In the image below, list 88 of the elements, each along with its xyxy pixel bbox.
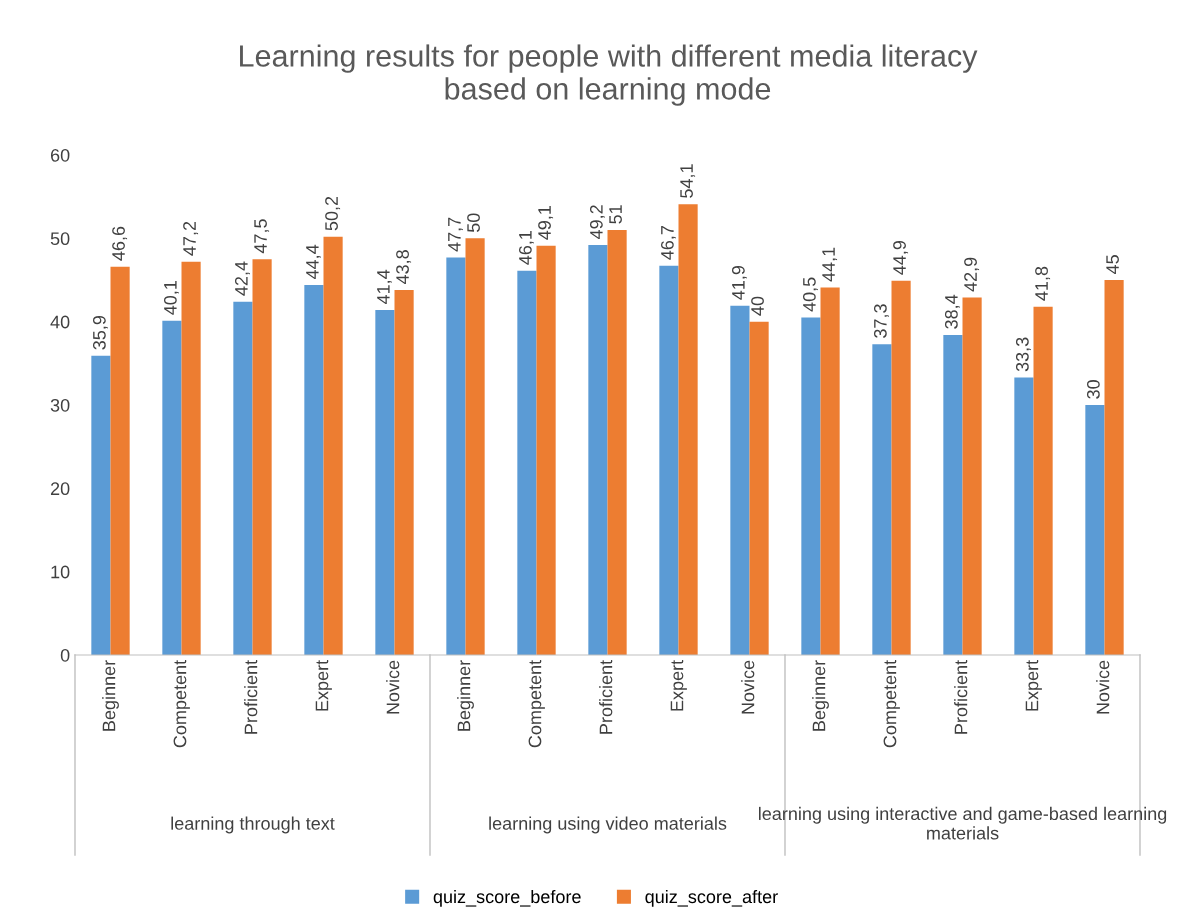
data-label: 40,1 bbox=[163, 281, 179, 315]
y-tick-label: 20 bbox=[50, 482, 70, 496]
bar bbox=[252, 259, 272, 655]
bar bbox=[1014, 377, 1034, 655]
bar bbox=[749, 321, 769, 655]
data-label: 46,6 bbox=[112, 226, 128, 261]
data-label: 40,5 bbox=[802, 277, 818, 312]
bar bbox=[1033, 306, 1053, 655]
bar bbox=[517, 270, 537, 655]
data-label: 41,9 bbox=[731, 265, 747, 300]
bar bbox=[394, 290, 414, 655]
text: learning through text bbox=[171, 816, 335, 834]
data-label: 37,3 bbox=[873, 304, 889, 338]
bar bbox=[465, 238, 485, 655]
x-tick-label: Novice bbox=[741, 660, 755, 714]
x-tick-label: Expert bbox=[315, 659, 332, 711]
bar bbox=[607, 230, 627, 655]
x-tick-label: Competent bbox=[883, 659, 900, 748]
bar bbox=[588, 245, 608, 655]
bar bbox=[1085, 405, 1105, 655]
bar bbox=[304, 285, 324, 655]
bar bbox=[891, 280, 911, 655]
bar bbox=[678, 204, 698, 655]
bar bbox=[801, 317, 821, 655]
x-tick-label: Beginner bbox=[102, 660, 119, 731]
data-label: 35,9 bbox=[92, 315, 108, 350]
y-tick-label: 10 bbox=[51, 565, 70, 579]
data-label: 41,4 bbox=[377, 269, 392, 305]
data-label: 44,9 bbox=[893, 240, 909, 275]
text: learning using interactive and game-based learning materials bbox=[758, 806, 1167, 840]
data-label: 44,4 bbox=[306, 244, 321, 280]
bar bbox=[110, 266, 130, 655]
data-label: 47,2 bbox=[183, 221, 199, 256]
x-tick-label: Novice bbox=[1096, 660, 1110, 714]
y-tick-label: 50 bbox=[50, 232, 70, 246]
x-tick-label: Beginner bbox=[457, 660, 474, 731]
bar bbox=[233, 301, 253, 655]
bar bbox=[536, 245, 556, 655]
bar bbox=[872, 344, 892, 655]
bar bbox=[181, 261, 201, 655]
bar bbox=[446, 257, 466, 655]
data-label: 46,1 bbox=[518, 231, 534, 265]
data-label: 51 bbox=[609, 205, 622, 224]
data-label: 44,1 bbox=[822, 247, 838, 282]
data-label: 41,8 bbox=[1035, 266, 1051, 301]
bar bbox=[943, 335, 963, 655]
data-label: 42,9 bbox=[964, 257, 980, 292]
data-label: 42,4 bbox=[234, 261, 250, 296]
x-tick-label: Proficient bbox=[954, 659, 968, 734]
legend-label: quiz_score_before bbox=[433, 889, 581, 907]
data-label: 47,5 bbox=[254, 219, 270, 254]
data-label: 47,7 bbox=[448, 217, 463, 252]
x-tick-label: Competent bbox=[173, 659, 190, 748]
x-tick-label: Expert bbox=[670, 659, 687, 711]
data-label: 40 bbox=[751, 296, 764, 316]
data-label: 46,7 bbox=[660, 226, 676, 260]
legend-label: quiz_score_after bbox=[645, 889, 778, 907]
data-label: 49,2 bbox=[589, 205, 605, 240]
data-label: 38,4 bbox=[944, 294, 960, 329]
bar bbox=[162, 320, 182, 655]
bar bbox=[820, 287, 840, 655]
data-label: 50 bbox=[467, 213, 480, 233]
x-tick-label: Competent bbox=[528, 659, 545, 748]
x-tick-label: Proficient bbox=[244, 659, 258, 734]
x-tick-label: Beginner bbox=[812, 660, 829, 731]
data-label: 43,8 bbox=[396, 250, 412, 285]
bar bbox=[375, 310, 395, 655]
text: learning using video materials bbox=[489, 816, 727, 834]
data-label: 33,3 bbox=[1015, 337, 1031, 372]
x-tick-label: Proficient bbox=[599, 659, 613, 734]
data-label: 54,1 bbox=[680, 164, 696, 198]
bar bbox=[659, 265, 679, 655]
bar bbox=[730, 305, 750, 655]
bar bbox=[962, 297, 982, 655]
data-label: 45 bbox=[1106, 255, 1119, 275]
y-tick-label: 60 bbox=[50, 148, 70, 162]
bar bbox=[91, 355, 111, 655]
data-label: 49,1 bbox=[538, 206, 554, 240]
data-label: 50,2 bbox=[325, 196, 341, 231]
y-tick-label: 0 bbox=[60, 648, 70, 662]
x-tick-label: Novice bbox=[386, 660, 400, 714]
chart-title: Learning results for people with different media literacy based on learning mode bbox=[240, 44, 978, 106]
data-label: 30 bbox=[1086, 380, 1100, 399]
x-tick-label: Expert bbox=[1025, 659, 1042, 711]
y-tick-label: 40 bbox=[50, 315, 70, 329]
bar bbox=[1104, 280, 1124, 655]
y-tick-label: 30 bbox=[50, 398, 70, 412]
bar bbox=[323, 236, 343, 655]
